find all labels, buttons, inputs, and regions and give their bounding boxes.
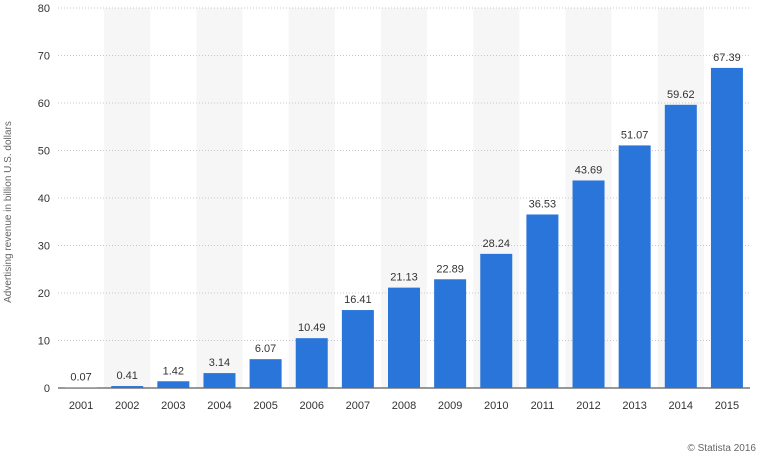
- value-label: 36.53: [529, 198, 557, 210]
- x-tick-label: 2004: [207, 400, 231, 412]
- bar-2005: [249, 359, 282, 388]
- value-label: 1.42: [163, 365, 184, 377]
- bar-2011: [526, 214, 559, 388]
- bar-2013: [618, 145, 651, 388]
- bar-2007: [341, 310, 374, 388]
- y-tick-label: 30: [38, 241, 50, 253]
- bar-2009: [434, 279, 467, 388]
- x-tick-label: 2001: [69, 400, 93, 412]
- x-tick-label: 2005: [253, 400, 277, 412]
- bar-2004: [203, 373, 236, 388]
- x-tick-label: 2006: [299, 400, 323, 412]
- y-tick-label: 10: [38, 336, 50, 348]
- bar-2008: [388, 287, 420, 388]
- x-tick-label: 2012: [576, 400, 600, 412]
- value-label: 28.24: [483, 238, 511, 250]
- bar-2006: [295, 338, 328, 388]
- y-tick-label: 70: [38, 51, 50, 63]
- y-tick-label: 50: [38, 146, 50, 158]
- x-tick-label: 2002: [115, 400, 139, 412]
- value-label: 51.07: [621, 129, 649, 141]
- y-tick-label: 80: [38, 3, 50, 15]
- value-label: 10.49: [298, 322, 326, 334]
- bar-2010: [480, 253, 513, 388]
- value-label: 0.07: [70, 372, 91, 384]
- value-label: 6.07: [255, 343, 276, 355]
- y-tick-label: 60: [38, 98, 50, 110]
- bar-2002: [111, 386, 144, 388]
- background-band: [196, 8, 243, 388]
- y-axis-label: Advertising revenue in billion U.S. doll…: [3, 121, 14, 303]
- value-label: 16.41: [344, 294, 372, 306]
- x-tick-label: 2007: [346, 400, 370, 412]
- value-label: 43.69: [575, 164, 603, 176]
- x-tick-label: 2013: [622, 400, 646, 412]
- bar-2003: [157, 381, 190, 388]
- bar-2014: [664, 104, 697, 389]
- value-label: 21.13: [390, 272, 418, 284]
- value-label: 67.39: [713, 52, 741, 64]
- y-tick-label: 40: [38, 193, 50, 205]
- bar-2015: [710, 67, 743, 389]
- x-tick-label: 2010: [484, 400, 508, 412]
- background-band: [288, 8, 335, 388]
- x-tick-label: 2014: [669, 400, 693, 412]
- x-tick-label: 2008: [392, 400, 416, 412]
- statista-credit[interactable]: © Statista 2016: [687, 443, 756, 454]
- value-label: 3.14: [209, 357, 230, 369]
- x-tick-label: 2011: [531, 400, 555, 412]
- bar-2012: [572, 180, 605, 388]
- value-label: 0.41: [116, 370, 137, 382]
- value-label: 59.62: [667, 89, 695, 101]
- x-tick-label: 2003: [161, 400, 185, 412]
- y-tick-label: 0: [44, 383, 50, 395]
- y-tick-label: 20: [38, 288, 50, 300]
- value-label: 22.89: [436, 263, 464, 275]
- x-tick-label: 2009: [438, 400, 462, 412]
- x-tick-label: 2015: [715, 400, 739, 412]
